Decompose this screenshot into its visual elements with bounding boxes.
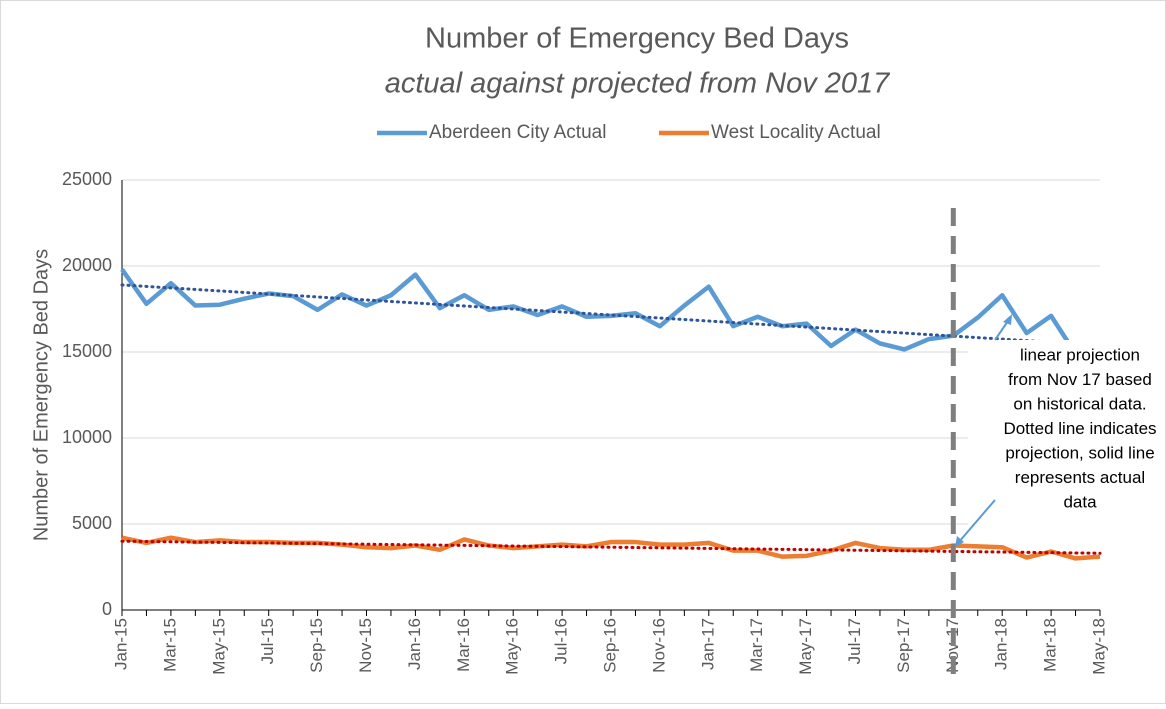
annotation-text: linear projection xyxy=(1020,345,1140,364)
y-axis-label: Number of Emergency Bed Days xyxy=(30,249,52,541)
annotation-text: represents actual xyxy=(1015,468,1145,487)
x-tick-label: Jan-18 xyxy=(992,618,1011,670)
legend-label: West Locality Actual xyxy=(711,122,881,143)
x-tick-label: Mar-18 xyxy=(1041,618,1060,672)
x-tick-label: Jan-16 xyxy=(405,618,424,670)
y-tick-label: 25000 xyxy=(62,169,112,189)
annotation-text: data xyxy=(1063,492,1097,511)
x-tick-label: Jan-17 xyxy=(698,618,717,670)
x-tick-label: May-18 xyxy=(1089,618,1108,675)
trendline xyxy=(120,539,1102,555)
x-tick-label: Nov-15 xyxy=(356,618,375,673)
annotation-box xyxy=(968,340,1158,530)
x-tick-label: Jul-15 xyxy=(258,618,277,664)
x-tick-label: May-15 xyxy=(209,618,228,675)
x-tick-label: Sep-17 xyxy=(894,618,913,673)
x-tick-label: Mar-17 xyxy=(747,618,766,672)
x-tick-label: Nov-16 xyxy=(649,618,668,673)
annotation-text: from Nov 17 based xyxy=(1008,370,1152,389)
y-tick-label: 15000 xyxy=(62,341,112,361)
x-tick-label: Jul-16 xyxy=(552,618,571,664)
annotation-text: Dotted line indicates xyxy=(1003,419,1156,438)
x-tick-label: Jul-17 xyxy=(845,618,864,664)
chart-title: Number of Emergency Bed Days xyxy=(425,23,849,55)
arrow xyxy=(957,499,996,544)
x-tick-label: Mar-16 xyxy=(454,618,473,672)
legend-label: Aberdeen City Actual xyxy=(429,122,606,143)
arrow-head xyxy=(955,536,964,547)
annotation-text: on historical data. xyxy=(1013,394,1146,413)
chart-subtitle: actual against projected from Nov 2017 xyxy=(385,68,891,100)
annotation-text: projection, solid line xyxy=(1005,443,1154,462)
y-tick-label: 0 xyxy=(102,599,112,619)
x-tick-label: Sep-16 xyxy=(600,618,619,673)
x-tick-label: Mar-15 xyxy=(160,618,179,672)
x-tick-label: Jan-15 xyxy=(111,618,130,670)
arrow-head xyxy=(1003,314,1012,325)
x-tick-label: Sep-15 xyxy=(307,618,326,673)
y-tick-label: 10000 xyxy=(62,427,112,447)
y-tick-label: 20000 xyxy=(62,255,112,275)
trendline xyxy=(120,283,1102,347)
y-tick-label: 5000 xyxy=(72,513,112,533)
x-tick-label: May-17 xyxy=(796,618,815,675)
x-tick-label: May-16 xyxy=(503,618,522,675)
